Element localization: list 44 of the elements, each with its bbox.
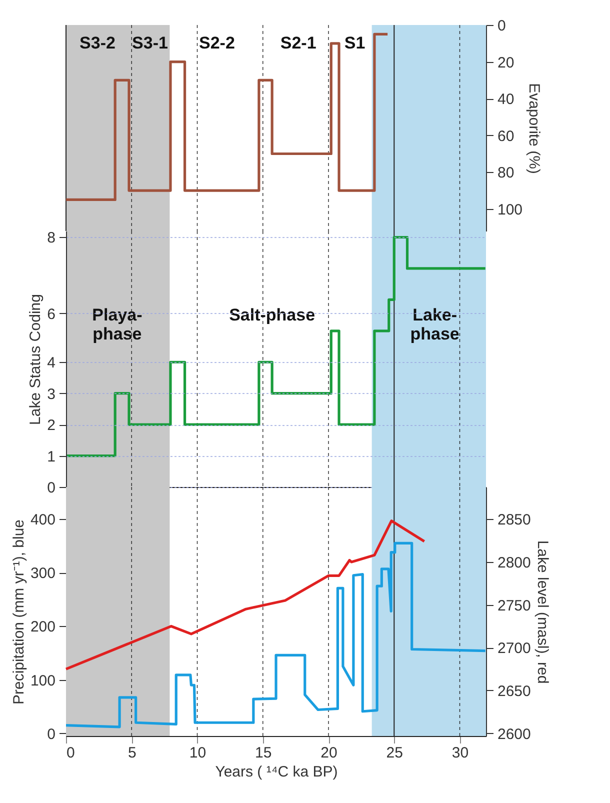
annotation: Playa- phase (92, 305, 142, 344)
annotation: Salt-phase (229, 305, 316, 324)
y-tick-label: 0 (47, 480, 56, 496)
y-tick-label: 400 (30, 512, 56, 529)
y2-tick-label: 60 (498, 128, 514, 145)
annotation: Lake- phase (410, 305, 460, 344)
y-tick-label: 0 (47, 726, 56, 743)
x-tick-label: 20 (320, 744, 338, 762)
y2-tick-label: 2750 (498, 597, 531, 614)
y2-tick-label: 100 (498, 201, 523, 218)
y2-axis-title: Lake level (masl), red (534, 540, 551, 684)
y2-tick-label: 2650 (498, 682, 531, 700)
y-tick-label: 100 (30, 672, 56, 690)
y2-tick-label: 2700 (498, 640, 531, 658)
annotation: S2-1 (280, 34, 316, 53)
y-tick-label: 1 (47, 448, 56, 466)
y-tick-label: 300 (30, 565, 56, 582)
y-tick-label: 6 (47, 306, 56, 323)
y-tick-label: 2 (47, 417, 56, 434)
y2-tick-label: 40 (498, 91, 514, 108)
y-axis-title: Precipitation (mm yr⁻¹), blue (10, 519, 28, 705)
x-axis-title: Years ( ¹⁴C ka BP) (215, 764, 338, 780)
y2-tick-label: 2600 (498, 726, 531, 743)
y-tick-label: 8 (47, 230, 56, 247)
x-tick-label: 0 (66, 744, 75, 762)
annotation: S3-2 (80, 34, 116, 53)
x-tick-label: 5 (128, 744, 136, 762)
y-tick-label: 4 (47, 354, 56, 372)
y2-tick-label: 80 (498, 164, 514, 182)
y2-tick-label: 0 (498, 18, 506, 34)
y-tick-label: 200 (30, 618, 56, 636)
y2-tick-label: 20 (498, 54, 514, 72)
y-tick-label: 3 (47, 386, 56, 403)
annotation: S1 (344, 34, 366, 53)
y2-axis-title: Evaporite (%) (526, 83, 543, 174)
annotation: S3-1 (132, 34, 168, 53)
y-axis-title: Lake Status Coding (27, 294, 44, 425)
x-tick-label: 10 (189, 744, 206, 762)
annotation: S2-2 (198, 34, 235, 53)
y2-tick-label: 2800 (498, 554, 531, 572)
x-tick-label: 30 (452, 744, 469, 762)
y2-tick-label: 2850 (498, 512, 531, 529)
x-tick-label: 15 (255, 744, 272, 762)
x-tick-label: 25 (386, 744, 403, 762)
